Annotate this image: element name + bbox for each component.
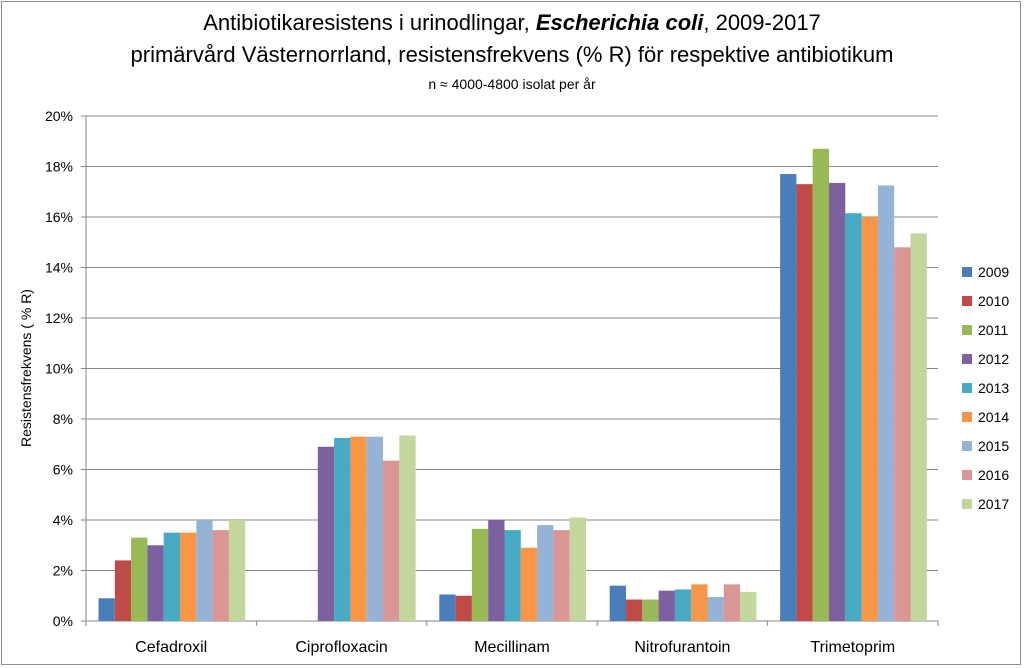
bar [740,591,757,621]
legend-swatch [962,440,972,451]
x-tick-label: Cefadroxil [135,639,207,656]
legend-swatch [962,296,972,307]
bar [147,545,164,621]
legend-label: 2010 [978,293,1010,310]
legend-item: 2011 [962,316,1009,345]
chart-title: Antibiotikaresistens i urinodlingar, Esc… [0,10,1024,36]
bar [212,530,229,621]
legend-label: 2009 [978,264,1010,281]
y-tick-label: 10% [45,361,73,377]
y-tick-label: 4% [53,512,73,528]
bar [350,436,367,621]
legend-swatch [962,267,972,278]
legend-label: 2014 [978,408,1010,425]
chart-subtitle: primärvård Västernorrland, resistensfrek… [130,42,894,67]
y-tick-label: 20% [45,108,73,124]
bar [520,547,538,621]
legend-item: 2015 [962,431,1009,460]
bar [163,532,180,621]
y-tick-label: 2% [53,563,73,579]
bar [609,585,626,621]
chart-title-prefix: Antibiotikaresistens i urinodlingar, [203,10,536,35]
y-tick-label: 0% [53,613,73,629]
bar [455,595,472,621]
bar [845,213,862,621]
bar [642,599,659,621]
legend-item: 2016 [962,460,1009,489]
bar [658,590,675,621]
legend-item: 2017 [962,489,1009,518]
bar [383,460,400,621]
x-tick-label: Mecillinam [474,639,550,656]
legend-label: 2013 [978,380,1010,396]
bar [877,185,895,621]
y-tick-label: 6% [53,462,73,478]
legend-label: 2015 [978,437,1010,454]
bar [553,530,570,621]
legend-label: 2012 [978,351,1010,368]
legend-item: 2014 [962,402,1009,431]
legend-label: 2011 [978,322,1009,339]
bar [780,174,797,621]
x-tick-label: Trimetoprim [810,639,895,656]
bar [439,594,456,621]
legend-swatch [962,325,972,336]
bar [98,598,115,621]
chart-title-suffix: , 2009-2017 [703,10,821,35]
bar [569,517,586,621]
legend-swatch [962,411,972,422]
bar [796,184,813,622]
y-tick-label: 14% [45,260,73,276]
legend-item: 2010 [962,287,1009,316]
bar [829,182,846,621]
bar [131,537,148,621]
bar [504,530,521,621]
legend-swatch [962,383,972,393]
legend-label: 2016 [978,466,1010,483]
chart-legend: 2009 2010 2011 2012 2013 2014 2015 2016 2017 [962,258,1009,518]
y-tick-label: 18% [45,159,73,175]
bar [537,525,554,621]
legend-label: 2017 [978,495,1010,512]
bar [180,532,197,621]
bar [691,584,708,621]
bar [861,217,878,621]
bar [228,520,246,621]
bar [812,148,829,621]
bar [723,584,741,621]
bar [626,599,643,621]
bar [317,446,335,621]
x-tick-label: Nitrofurantoin [634,639,730,656]
chart-note: n ≈ 4000-4800 isolat per år [428,76,596,92]
legend-swatch [962,469,972,480]
x-tick-label: Ciprofloxacin [295,639,387,656]
bar [674,589,692,621]
bar [196,520,213,621]
bar [366,436,383,621]
bar [114,560,132,621]
y-tick-label: 8% [53,411,73,427]
bar [488,520,505,621]
y-tick-label: 12% [45,310,73,326]
y-tick-label: 16% [45,209,73,225]
bar [707,597,724,621]
chart-title-species: Escherichia coli [535,10,704,35]
bar [334,437,351,621]
bar [399,435,416,621]
legend-swatch [962,354,972,365]
legend-item: 2013 [962,374,1009,403]
legend-item: 2012 [962,345,1009,374]
bar [894,247,911,622]
bar [471,528,489,621]
legend-item: 2009 [962,258,1009,287]
legend-swatch [962,498,972,509]
bar [910,233,927,621]
